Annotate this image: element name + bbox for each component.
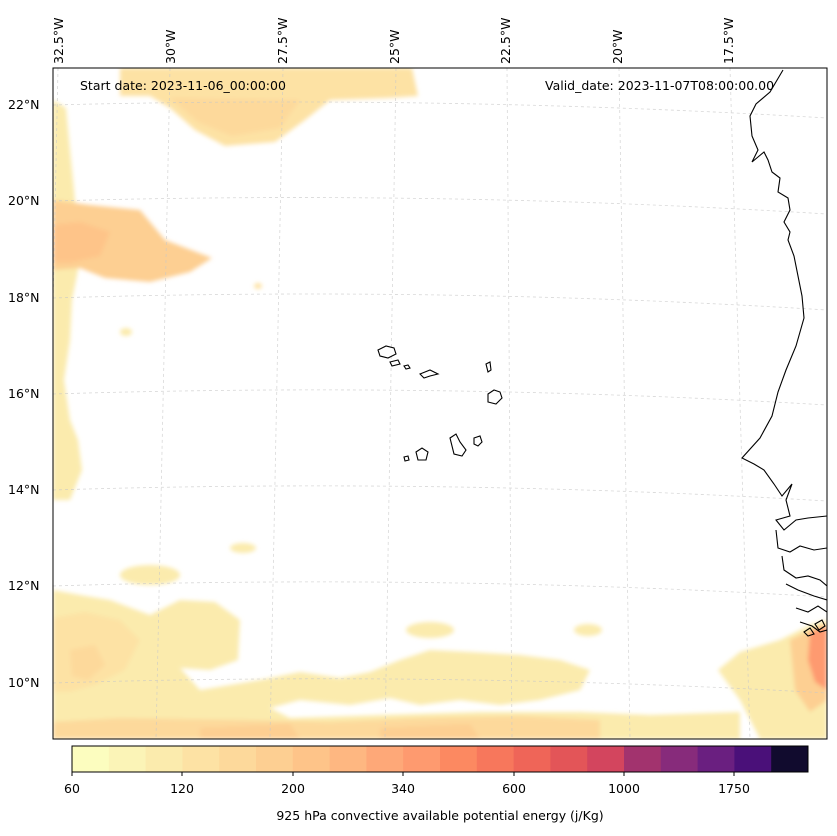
colorbar-cell — [550, 746, 588, 772]
colorbar-cell — [624, 746, 662, 772]
colorbar-cell — [476, 746, 515, 772]
cape-region-southeast-peak — [808, 626, 827, 690]
colorbar — [71, 745, 809, 776]
island-sao-nicolau — [419, 369, 440, 379]
gambia-coast — [775, 529, 827, 553]
valid-date-label: Valid_date: 2023-11-07T08:00:00.00 — [545, 78, 775, 93]
colorbar-cell — [108, 746, 147, 772]
cape-blob — [120, 565, 180, 585]
island-fogo — [415, 447, 429, 461]
lat-label: 18°N — [8, 290, 40, 305]
coastline — [741, 69, 827, 637]
cape-blob — [230, 543, 256, 553]
colorbar-cell — [145, 746, 183, 772]
colorbar-tick-label: 600 — [502, 781, 526, 796]
colorbar-tick-label: 1000 — [608, 781, 640, 796]
colorbar-cell — [366, 746, 404, 772]
colorbar-label: 925 hPa convective available potential e… — [276, 808, 604, 823]
start-date-label: Start date: 2023-11-06_00:00:00 — [80, 78, 286, 93]
cape-blob — [120, 328, 132, 336]
colorbar-cell — [292, 746, 331, 772]
colorbar-ticks — [71, 772, 735, 776]
island-maio — [473, 435, 483, 447]
colorbar-tick-label: 60 — [64, 781, 80, 796]
lon-label: 22.5°W — [498, 17, 513, 64]
cape-region-west — [53, 100, 82, 500]
lon-label: 32.5°W — [51, 17, 66, 64]
colorbar-frame — [71, 745, 809, 773]
lon-label: 27.5°W — [275, 17, 290, 64]
map-frame — [52, 67, 828, 740]
colorbar-cell — [329, 746, 367, 772]
cape-region-south — [53, 590, 740, 739]
guinea-coast — [781, 555, 827, 633]
colorbar-cell — [219, 746, 257, 772]
colorbar-cell — [771, 746, 809, 772]
lon-label: 30°W — [163, 29, 178, 64]
africa-coast — [741, 69, 827, 531]
island-sao-vicente — [389, 359, 401, 367]
colorbar-cell — [734, 746, 772, 772]
lat-label: 22°N — [8, 97, 40, 112]
gridlines — [53, 68, 827, 739]
lat-label: 20°N — [8, 193, 40, 208]
cape-blob — [406, 622, 454, 638]
cape-region-north-core — [170, 98, 300, 136]
colorbar-cell — [513, 746, 551, 772]
cape-blob — [254, 283, 262, 289]
island-sal — [485, 361, 492, 373]
cape-region-west-mid — [53, 200, 212, 282]
cape-region-west-core — [53, 222, 110, 262]
lon-label: 25°W — [387, 29, 402, 64]
colorbar-cell — [440, 746, 478, 772]
colorbar-cell — [256, 746, 294, 772]
island-santa-luzia — [403, 364, 411, 370]
colorbar-cell — [697, 746, 735, 772]
map-area[interactable] — [44, 68, 827, 739]
lat-label: 12°N — [8, 578, 40, 593]
colorbar-cell — [72, 746, 110, 772]
colorbar-tick-label: 120 — [170, 781, 194, 796]
island-brava — [403, 455, 410, 462]
colorbar-tick-label: 200 — [281, 781, 305, 796]
island-santiago — [449, 433, 467, 457]
colorbar-cell — [587, 746, 625, 772]
colorbar-cell — [403, 746, 441, 772]
lat-label: 16°N — [8, 386, 40, 401]
guinea-islands — [803, 619, 826, 637]
island-boa-vista — [487, 389, 503, 405]
colorbar-tick-label: 1750 — [718, 781, 750, 796]
lon-label: 20°W — [610, 29, 625, 64]
lon-label: 17.5°W — [721, 17, 736, 64]
cape-field — [53, 68, 827, 739]
island-santo-antao — [377, 345, 397, 359]
colorbar-cell — [660, 746, 699, 772]
cape-verde-islands — [377, 345, 503, 462]
colorbar-cells — [72, 746, 809, 772]
lat-label: 10°N — [8, 675, 40, 690]
colorbar-tick-label: 340 — [391, 781, 415, 796]
cape-blob — [574, 624, 602, 636]
cape-region-south-inner — [70, 645, 105, 680]
colorbar-cell — [182, 746, 220, 772]
lat-label: 14°N — [8, 482, 40, 497]
